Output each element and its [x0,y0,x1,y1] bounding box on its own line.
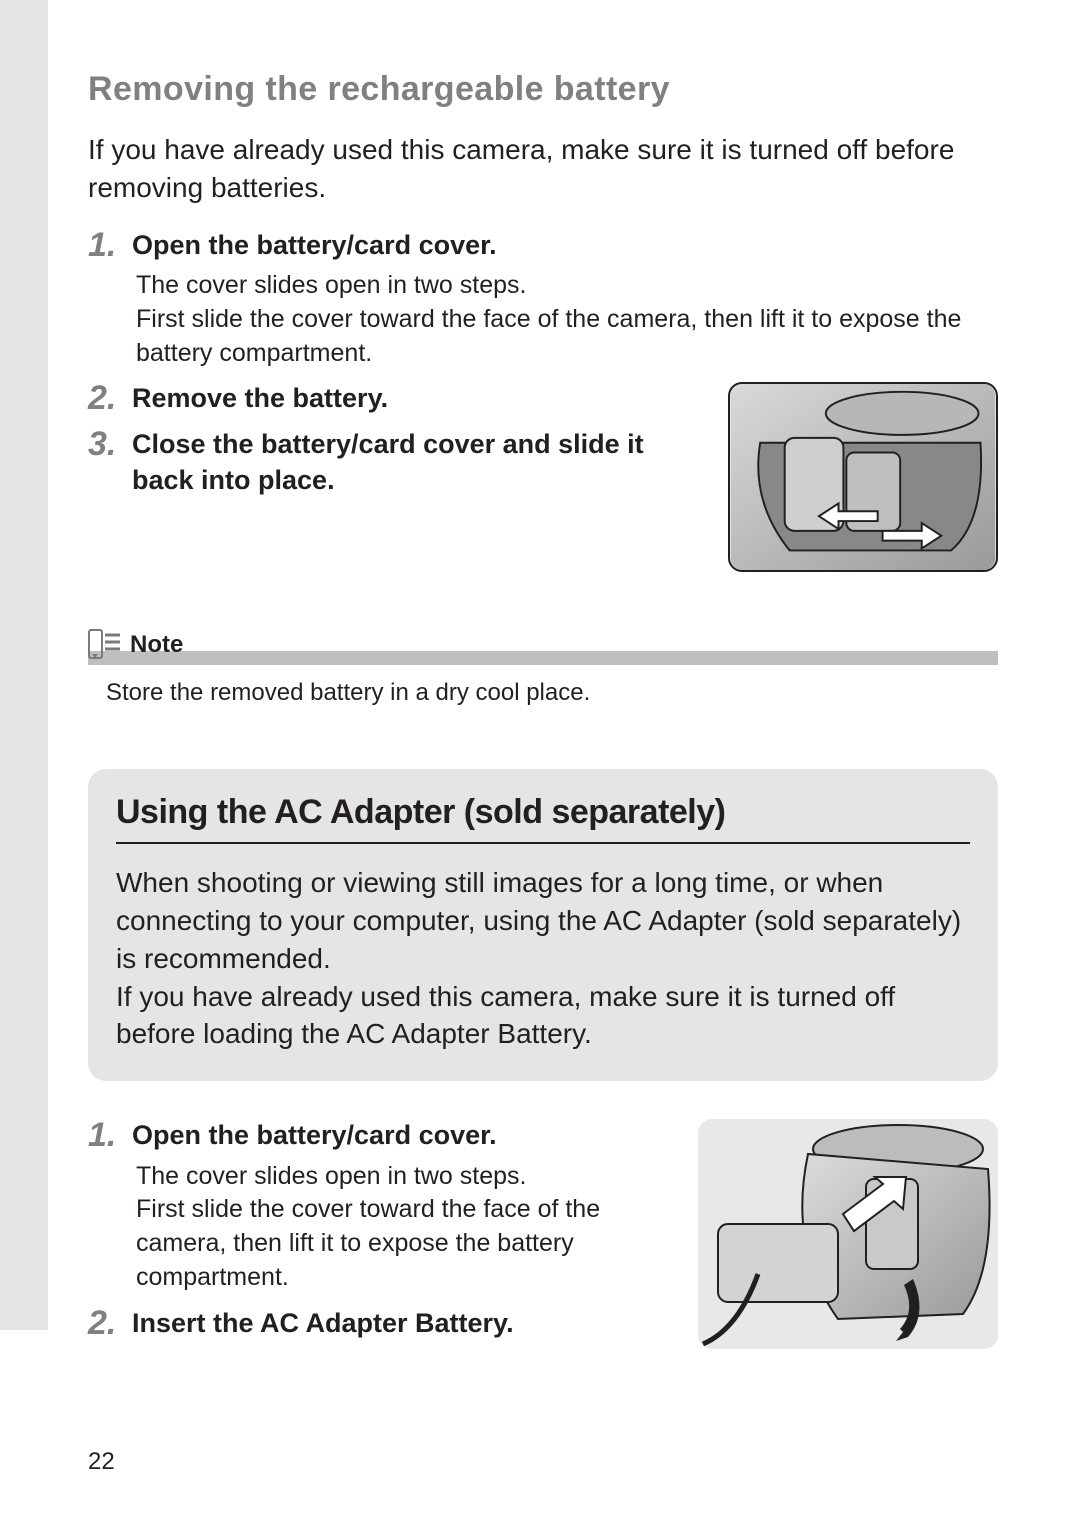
step-item: 2 Insert the AC Adapter Battery. [88,1305,680,1342]
step-title: Remove the battery. [132,380,652,416]
battery-remove-illustration [728,382,998,577]
step-number: 2 [88,1305,132,1342]
step-number: 2 [88,380,132,417]
step-number: 1 [88,227,132,264]
step-title: Open the battery/card cover. [132,1117,632,1153]
page-number: 22 [88,1448,115,1476]
note-body: Store the removed battery in a dry cool … [106,679,998,707]
step-title: Open the battery/card cover. [132,227,998,263]
step-title: Close the battery/card cover and slide i… [132,426,652,499]
step-description: The cover slides open in two steps. Firs… [136,1160,632,1295]
subsection-heading: Removing the rechargeable battery [88,70,998,109]
page-content: Removing the rechargeable battery If you… [88,70,998,1354]
section-box: Using the AC Adapter (sold separately) W… [88,769,998,1081]
step-title: Insert the AC Adapter Battery. [132,1305,632,1341]
note-label: Note [130,631,183,661]
chapter-tab [0,0,48,1330]
step-description: The cover slides open in two steps. Firs… [136,269,998,370]
ac-adapter-illustration [698,1119,998,1354]
note-block: Note Store the removed battery in a dry … [88,625,998,707]
intro-paragraph: If you have already used this camera, ma… [88,131,998,207]
step-item: 2 Remove the battery. [88,380,710,417]
step-item: 1 Open the battery/card cover. The cover… [88,227,998,371]
step-item: 3 Close the battery/card cover and slide… [88,426,710,499]
section-intro: When shooting or viewing still images fo… [116,864,970,1053]
note-icon [88,627,122,661]
step-item: 1 Open the battery/card cover. The cover… [88,1117,680,1294]
step-number: 3 [88,426,132,463]
step-number: 1 [88,1117,132,1154]
note-header: Note [88,625,998,661]
section-heading: Using the AC Adapter (sold separately) [116,793,970,844]
